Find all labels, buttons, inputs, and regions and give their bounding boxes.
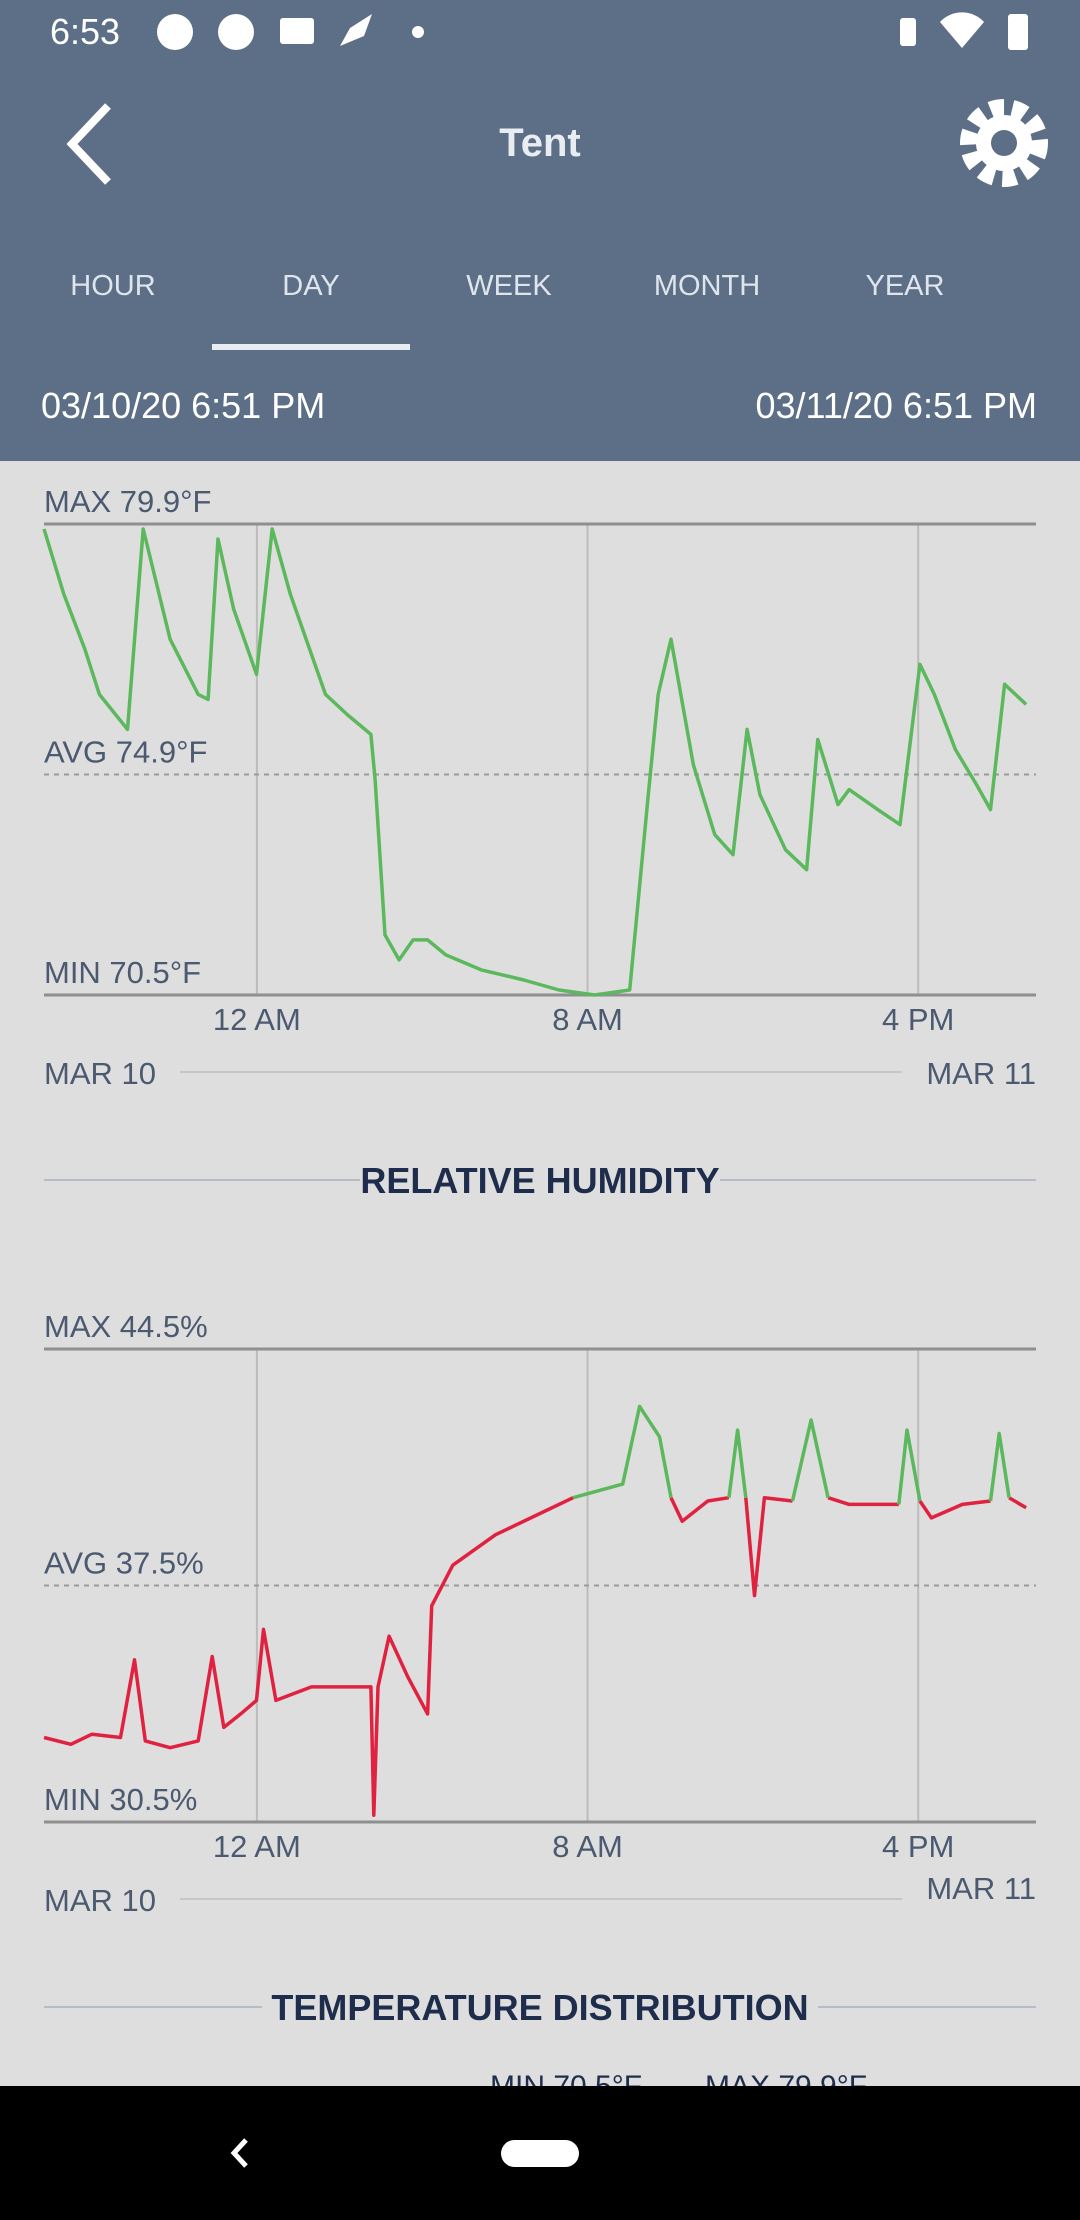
x-tick-label: 4 PM <box>882 1829 954 1864</box>
header-background <box>0 0 1080 461</box>
data-line <box>42 527 1028 997</box>
settings-button[interactable] <box>960 99 1048 187</box>
tab[interactable]: WEEK <box>466 270 552 302</box>
section-title-bg <box>262 1980 818 2030</box>
y-tick-label: AVG 74.9°F <box>44 735 207 770</box>
tab[interactable]: HOUR <box>70 270 155 302</box>
tab[interactable]: YEAR <box>866 270 945 302</box>
y-tick-label: AVG 37.5% <box>44 1546 204 1581</box>
x-start-label: MAR 10 <box>44 1056 156 1091</box>
range-end: 03/11/20 6:51 PM <box>755 385 1037 426</box>
data-line <box>727 1428 748 1498</box>
x-tick-label: 12 AM <box>213 1829 301 1864</box>
x-end-label: MAR 11 <box>926 1056 1036 1091</box>
data-line <box>897 1428 922 1505</box>
data-line <box>744 1495 793 1598</box>
x-tick-label: 8 AM <box>552 1829 623 1864</box>
x-end-label: MAR 11 <box>926 1871 1036 1906</box>
nav-home[interactable] <box>501 2140 579 2167</box>
section-title: TEMPERATURE DISTRIBUTION <box>271 1987 808 2028</box>
back-button[interactable] <box>66 103 111 185</box>
data-line <box>827 1496 899 1507</box>
status-icons <box>157 12 1028 50</box>
section-title: RELATIVE HUMIDITY <box>360 1160 719 1201</box>
charts: 12 AM 8 AM 4 PM MIN 70.5°F AVG 74.9°F MAX 79.… <box>42 484 1036 2030</box>
range-start: 03/10/20 6:51 PM <box>41 385 325 426</box>
status-time: 6:53 <box>50 11 120 52</box>
section-title-bg <box>360 1153 720 1203</box>
data-line <box>43 1496 574 1817</box>
y-tick-label: MIN 70.5°F <box>44 955 201 990</box>
y-tick-label: MAX 44.5% <box>44 1309 208 1344</box>
data-line <box>790 1418 830 1502</box>
y-tick-label: MAX 79.9°F <box>44 484 211 519</box>
data-line <box>1008 1496 1027 1510</box>
x-start-label: MAR 10 <box>44 1883 156 1918</box>
data-line <box>669 1495 730 1524</box>
x-tick-label: 8 AM <box>552 1002 623 1037</box>
tab[interactable]: DAY <box>282 270 339 302</box>
tab[interactable]: MONTH <box>654 270 760 302</box>
data-line <box>572 1404 673 1500</box>
data-line <box>988 1431 1011 1502</box>
y-tick-label: MIN 30.5% <box>44 1782 197 1817</box>
x-tick-label: 12 AM <box>213 1002 301 1037</box>
data-line <box>918 1499 991 1520</box>
screen-title: Tent <box>499 121 580 165</box>
tab-indicator <box>212 344 410 350</box>
nav-back[interactable] <box>230 2138 248 2168</box>
x-tick-label: 4 PM <box>882 1002 954 1037</box>
